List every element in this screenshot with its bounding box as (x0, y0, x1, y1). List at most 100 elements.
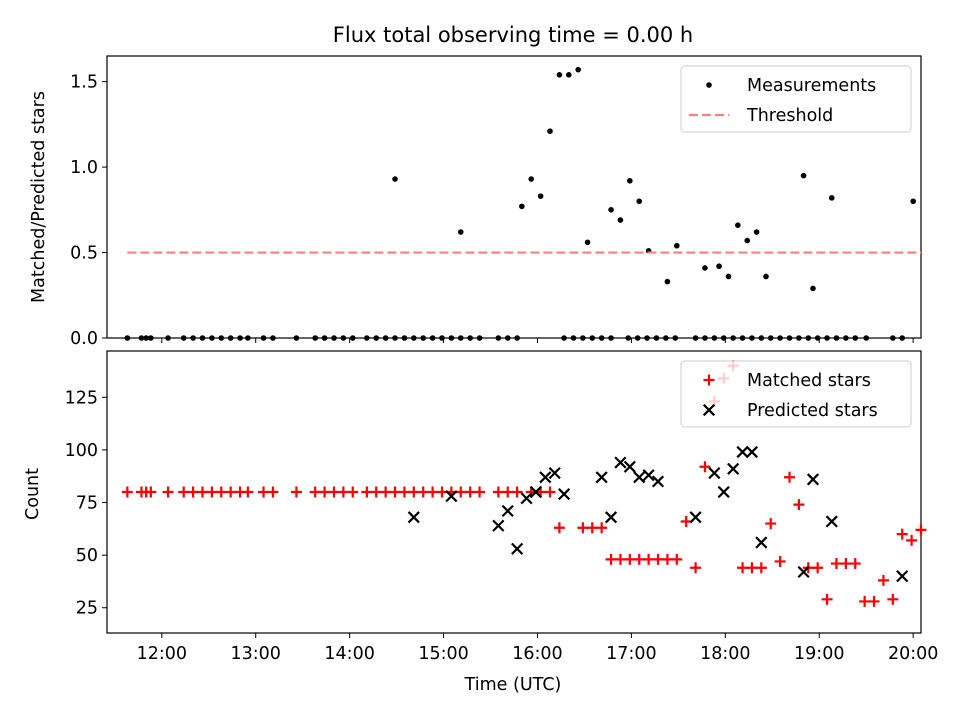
matched-star-point (162, 486, 174, 498)
matched-star-point (258, 486, 270, 498)
predicted-star-point (745, 445, 759, 459)
measurement-point (148, 335, 154, 341)
bottom-legend: Matched stars Predicted stars (680, 360, 912, 428)
measurement-point (672, 335, 679, 341)
top-y-tick-label: 1.5 (70, 73, 98, 93)
measurement-point (767, 335, 774, 341)
measurement-point (504, 335, 511, 341)
measurement-point (758, 335, 765, 341)
measurement-point (373, 335, 380, 341)
measurement-point (663, 335, 669, 341)
measurement-point (589, 335, 596, 341)
matched-star-point (830, 558, 842, 570)
measurement-point (763, 273, 769, 280)
predicted-star-point (825, 515, 838, 528)
top-legend: Measurements Threshold (680, 65, 912, 133)
matched-star-point (859, 595, 871, 607)
matched-star-point (784, 471, 796, 483)
legend-marker-predicted (702, 403, 716, 417)
predicted-star-point (755, 536, 768, 549)
measurement-point (537, 193, 544, 199)
predicted-star-point (595, 471, 608, 484)
measurement-point (716, 263, 722, 270)
legend-label: Predicted stars (747, 401, 878, 421)
measurement-point (890, 335, 896, 341)
matched-star-point (290, 486, 302, 498)
measurement-point (392, 335, 398, 341)
predicted-star-point (558, 488, 571, 501)
measurement-point (828, 195, 835, 201)
bottom-x-tick-label: 12:00 (137, 644, 187, 664)
matched-star-point (464, 486, 476, 498)
predicted-star-point (727, 462, 740, 475)
legend-label: Matched stars (747, 371, 871, 391)
matched-star-point (511, 486, 523, 498)
measurement-point (547, 128, 553, 134)
matched-star-point (544, 486, 556, 498)
measurement-point (814, 335, 821, 341)
measurement-point (340, 335, 347, 341)
measurement-point (199, 335, 206, 341)
measurement-point (735, 222, 741, 228)
matched-star-point (145, 486, 157, 498)
top-y-tick-label: 1.0 (70, 158, 98, 178)
matched-star-point (417, 486, 429, 498)
measurement-point (349, 335, 356, 341)
measurement-point (293, 335, 300, 341)
measurement-point (777, 335, 783, 341)
matched-star-point (765, 518, 777, 530)
measurement-point (636, 198, 643, 205)
matched-star-point (887, 593, 899, 605)
matched-star-point (215, 486, 227, 498)
matched-star-point (849, 558, 861, 570)
measurement-point (401, 335, 408, 341)
predicted-star-point (797, 565, 810, 579)
measurement-point (382, 335, 389, 341)
predicted-star-point (492, 519, 505, 532)
predicted-star-point (529, 485, 542, 499)
measurement-point (692, 335, 699, 341)
measurement-point (720, 335, 727, 341)
matched-star-point (896, 528, 908, 540)
measurement-point (739, 335, 746, 341)
measurement-point (598, 335, 605, 341)
matched-star-point (690, 562, 702, 574)
predicted-star-point (501, 504, 514, 518)
measurement-point (556, 72, 563, 78)
measurement-point (227, 335, 234, 341)
measurement-point (608, 335, 614, 341)
predicted-star-point (614, 456, 627, 469)
matched-star-point (605, 553, 617, 565)
bottom-x-tick-label: 18:00 (700, 644, 750, 664)
measurement-point (753, 229, 760, 235)
predicted-star-point (548, 466, 561, 480)
measurement-point (580, 335, 586, 341)
measurement-point (392, 176, 398, 182)
matched-star-point (347, 486, 359, 498)
predicted-star-point (642, 469, 655, 482)
matched-star-point (328, 486, 340, 498)
measurement-point (810, 285, 816, 292)
bottom-legend-frame (680, 360, 912, 428)
matched-star-point (840, 558, 852, 570)
measurement-point (725, 273, 732, 280)
top-panel: 0.0 0.5 1.0 1.5 Measurements Threshold (70, 55, 922, 349)
measurement-point (786, 335, 793, 341)
matched-star-point (553, 522, 565, 534)
measurement-point (608, 207, 614, 213)
top-y-tick-label: 0.0 (70, 329, 98, 349)
measurement-point (476, 335, 483, 341)
measurement-point (634, 335, 641, 341)
matched-star-point (474, 486, 486, 498)
measurement-point (570, 335, 577, 341)
matched-star-point (906, 534, 918, 546)
matched-star-point (821, 593, 833, 605)
matched-star-point (502, 486, 514, 498)
matched-star-point (361, 486, 373, 498)
measurement-point (575, 66, 581, 73)
bottom-axes-frame (106, 350, 922, 634)
matched-star-point (699, 461, 711, 473)
measurement-point (730, 335, 736, 341)
measurement-point (457, 335, 464, 341)
matched-star-point (614, 553, 626, 565)
